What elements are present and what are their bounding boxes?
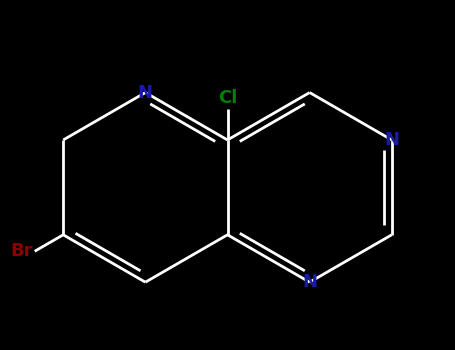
Text: N: N <box>302 273 317 291</box>
Text: N: N <box>138 84 153 101</box>
Text: Br: Br <box>10 242 33 260</box>
Text: Cl: Cl <box>218 89 237 107</box>
Text: N: N <box>384 131 399 149</box>
